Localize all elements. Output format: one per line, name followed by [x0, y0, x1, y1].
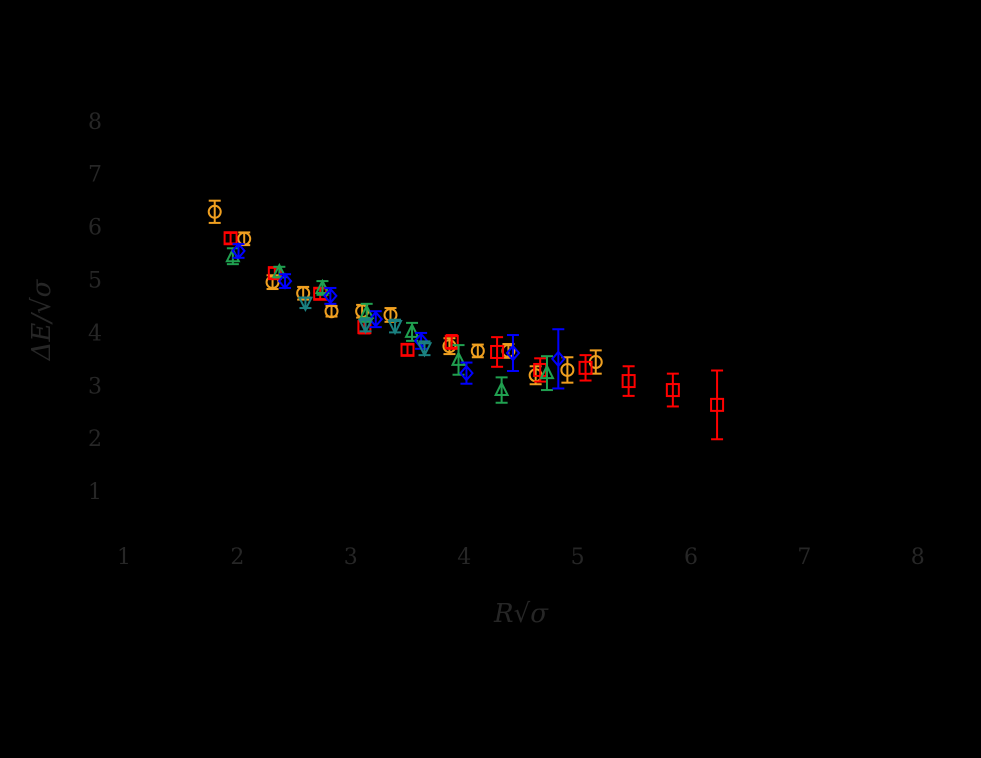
data-point — [470, 343, 485, 359]
data-point — [277, 272, 293, 290]
y-tick-label: 3 — [88, 374, 102, 399]
square-marker — [490, 344, 505, 359]
circle-marker — [470, 343, 485, 358]
circle-marker — [442, 339, 457, 354]
data-point — [490, 336, 505, 368]
square-marker — [665, 383, 680, 398]
triangle-up-marker — [539, 363, 555, 380]
x-axis-ticks: 1 2 3 4 5 6 7 8 — [117, 545, 925, 570]
data-point — [207, 199, 222, 224]
diamond-marker — [277, 272, 293, 290]
triangle-up-marker — [404, 322, 420, 338]
diamond-marker — [323, 287, 338, 305]
square-marker — [444, 334, 459, 349]
diamond-marker — [505, 344, 521, 362]
triangle-down-marker — [357, 318, 374, 335]
data-point — [459, 361, 474, 385]
square-marker — [710, 397, 725, 412]
data-point — [539, 355, 555, 392]
data-point — [323, 286, 338, 305]
y-axis-label: ΔE/√σ — [27, 278, 57, 361]
y-tick-label: 4 — [88, 321, 102, 346]
data-point — [551, 328, 566, 390]
square-marker — [621, 374, 636, 389]
triangle-up-marker — [494, 380, 510, 397]
triangle-down-marker — [297, 296, 314, 313]
triangle-down-marker — [387, 320, 403, 336]
diamond-marker — [551, 350, 566, 368]
y-axis-ticks: 1 2 3 4 5 6 7 8 — [88, 110, 102, 505]
data-point — [324, 304, 339, 319]
data-point — [297, 296, 314, 313]
y-tick-label: 1 — [88, 480, 102, 505]
data-point — [578, 354, 593, 382]
data-point — [442, 337, 457, 356]
data-point — [387, 318, 403, 336]
circle-marker — [560, 362, 575, 377]
series-diamond — [231, 242, 566, 390]
x-tick-label: 8 — [911, 545, 925, 570]
series-triangle-up — [225, 246, 555, 404]
triangle-down-marker — [416, 342, 433, 358]
y-tick-label: 7 — [88, 163, 102, 188]
data-point — [621, 365, 636, 397]
circle-marker — [265, 275, 280, 290]
triangle-up-marker — [450, 350, 467, 366]
x-tick-label: 1 — [117, 545, 131, 570]
data-point — [710, 369, 725, 441]
y-tick-label: 8 — [88, 110, 102, 135]
y-tick-label: 6 — [88, 216, 102, 241]
x-tick-label: 3 — [344, 545, 358, 570]
data-point — [231, 242, 246, 260]
data-point — [494, 376, 510, 404]
circle-marker — [324, 304, 339, 319]
plot-area — [207, 199, 725, 441]
x-tick-label: 4 — [457, 545, 471, 570]
x-tick-label: 7 — [797, 545, 811, 570]
data-point — [560, 356, 575, 384]
data-point — [665, 372, 680, 408]
x-tick-label: 6 — [684, 545, 698, 570]
square-marker — [223, 231, 238, 246]
data-point — [404, 321, 420, 342]
square-marker — [578, 360, 593, 375]
data-point — [416, 340, 433, 358]
circle-marker — [207, 204, 222, 219]
data-point — [505, 334, 521, 373]
triangle-up-marker — [271, 262, 287, 279]
circle-marker — [296, 286, 311, 301]
diamond-marker — [368, 310, 384, 328]
x-tick-label: 2 — [230, 545, 244, 570]
diamond-marker — [459, 364, 474, 382]
data-point — [357, 317, 374, 335]
data-point — [450, 344, 467, 376]
x-tick-label: 5 — [571, 545, 585, 570]
data-point — [368, 310, 384, 329]
y-tick-label: 2 — [88, 427, 102, 452]
series-triangle-down — [297, 296, 433, 358]
square-marker — [400, 342, 415, 357]
data-point — [223, 231, 238, 246]
y-tick-label: 5 — [88, 269, 102, 294]
series-square — [223, 231, 725, 441]
data-point — [444, 334, 459, 350]
x-axis-label: R√σ — [493, 599, 549, 629]
diamond-marker — [231, 242, 246, 260]
data-point — [400, 342, 415, 357]
